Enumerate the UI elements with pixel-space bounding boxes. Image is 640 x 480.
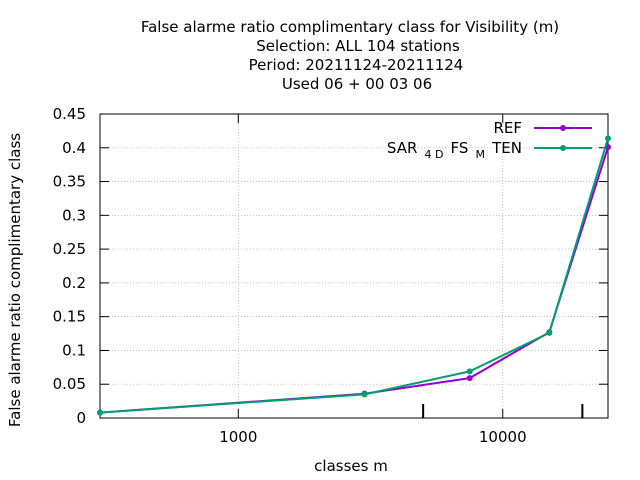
series-1-point (466, 368, 473, 375)
series-0-point (466, 375, 473, 382)
legend-label-sar: SAR 4 D FS M TEN (387, 138, 522, 162)
series-line-0 (99, 146, 609, 414)
y-tick-label: 0.05 (53, 375, 86, 393)
y-tick-label: 0.1 (62, 341, 86, 359)
legend-label-sar-part-2: 4 D (424, 148, 443, 161)
series-1-point (97, 409, 103, 416)
y-tick-label: 0.35 (53, 173, 86, 191)
legend-label-ref: REF (493, 119, 522, 137)
legend-label-sar-part-3: FS (451, 139, 469, 157)
legend-label-sar-part-4: M (476, 148, 486, 161)
title-line-2: Selection: ALL 104 stations (256, 37, 460, 55)
legend-marker-sar (560, 145, 566, 151)
y-tick-label: 0.2 (62, 274, 86, 292)
series-lines (97, 135, 611, 416)
title-line-4: Used 06 + 00 03 06 (282, 75, 432, 93)
plot-frame (99, 113, 609, 419)
legend: REF SAR 4 D FS M TEN (387, 119, 592, 162)
y-tick-label: 0.25 (53, 240, 86, 258)
series-1-point (546, 329, 553, 336)
y-tick-label: 0.4 (62, 139, 86, 157)
y-tick-label: 0.45 (53, 105, 86, 123)
series-line-1 (99, 138, 609, 414)
axis-ticks (100, 113, 608, 419)
legend-label-sar-part-1: SAR (387, 139, 417, 157)
y-axis-title: False alarme ratio complimentary class (6, 133, 24, 427)
y-tick-label: 0.3 (62, 206, 86, 224)
x-axis-title: classes m (314, 457, 388, 475)
legend-entry-sar: SAR 4 D FS M TEN (387, 138, 592, 162)
x-tick-label: 10000 (479, 428, 527, 446)
legend-entry-ref: REF (493, 119, 592, 137)
chart-title: False alarme ratio complimentary class f… (141, 18, 559, 93)
y-tick-label: 0 (76, 409, 86, 427)
y-tick-label: 0.15 (53, 308, 86, 326)
series-1-point (605, 135, 611, 142)
title-line-1: False alarme ratio complimentary class f… (141, 18, 559, 36)
grid-lines (100, 114, 608, 418)
title-line-3: Period: 20211124-20211124 (249, 56, 464, 74)
legend-label-sar-part-5: TEN (491, 139, 522, 157)
series-1-point (361, 391, 368, 398)
tick-labels: 0 0.05 0.1 0.15 0.2 0.25 0.3 0.35 0.4 0.45 1000 100… (53, 105, 527, 446)
x-tick-label: 1000 (219, 428, 257, 446)
legend-marker-ref (560, 125, 566, 131)
